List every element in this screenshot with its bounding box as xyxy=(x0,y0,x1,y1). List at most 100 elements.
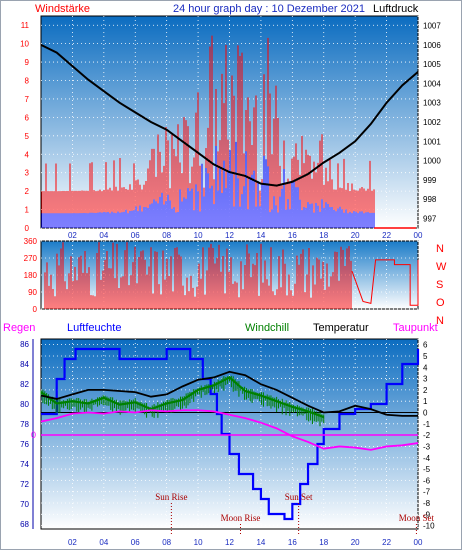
x-tick-panel3: 16 xyxy=(288,538,297,547)
x-tick-panel3: 12 xyxy=(225,538,234,547)
x-tick-panel1: 22 xyxy=(382,231,391,240)
pressure-y-tick: 999 xyxy=(423,176,437,185)
wind-bars xyxy=(41,35,416,229)
x-tick-panel3: 00 xyxy=(414,538,423,547)
pressure-y-tick: 1001 xyxy=(423,137,441,146)
pressure-y-tick: 1006 xyxy=(423,41,441,50)
humidity-y-tick: 68 xyxy=(20,520,29,529)
temp-y-tick: -9 xyxy=(423,510,431,519)
x-tick-panel1: 06 xyxy=(131,231,140,240)
temp-y-tick: -10 xyxy=(423,522,435,531)
legend-rain: Regen xyxy=(3,322,35,334)
astro-label: Moon Rise xyxy=(221,513,261,523)
temp-y-tick: -1 xyxy=(423,420,431,429)
dir-y-tick: 0 xyxy=(33,305,38,314)
legend-windchill: Windchill xyxy=(245,322,289,334)
x-tick-panel1: 12 xyxy=(225,231,234,240)
wind-y-tick: 1 xyxy=(25,206,30,215)
x-tick-panel3: 02 xyxy=(68,538,77,547)
wind-direction-tail xyxy=(351,259,419,306)
astro-label: Sun Set xyxy=(285,492,313,502)
temp-y-tick: -3 xyxy=(423,442,431,451)
x-tick-panel3: 14 xyxy=(256,538,265,547)
pressure-y-tick: 1007 xyxy=(423,22,441,31)
wind-y-tick: 10 xyxy=(20,40,29,49)
wind-y-tick: 0 xyxy=(25,224,30,233)
compass-label: O xyxy=(436,297,445,309)
wind-y-tick: 8 xyxy=(25,77,30,86)
chart-title: 24 hour graph day : 10 Dezember 2021 xyxy=(173,3,365,15)
pressure-line xyxy=(40,44,419,187)
astro-label: Sun Rise xyxy=(155,492,187,502)
axis-labels: 0123456789101199799899910001001100210031… xyxy=(20,21,447,547)
x-tick-panel1: 14 xyxy=(256,231,265,240)
temperature-line xyxy=(40,370,418,417)
humidity-y-tick: 86 xyxy=(20,340,29,349)
x-tick-panel1: 04 xyxy=(99,231,108,240)
dir-y-tick: 270 xyxy=(24,254,38,263)
temp-y-tick: -6 xyxy=(423,476,431,485)
temp-y-tick: -8 xyxy=(423,499,431,508)
temp-y-tick: -4 xyxy=(423,454,431,463)
dir-y-tick: 180 xyxy=(24,271,38,280)
pressure-y-tick: 1004 xyxy=(423,79,441,88)
x-tick-panel1: 16 xyxy=(288,231,297,240)
x-tick-panel1: 18 xyxy=(319,231,328,240)
wind-y-tick: 5 xyxy=(25,132,30,141)
data-series xyxy=(40,44,420,535)
humidity-y-tick: 72 xyxy=(20,480,29,489)
temp-y-tick: 0 xyxy=(423,409,428,418)
compass-label: N xyxy=(436,315,444,327)
x-tick-panel1: 20 xyxy=(351,231,360,240)
humidity-y-tick: 78 xyxy=(20,420,29,429)
wind-y-tick: 7 xyxy=(25,95,30,104)
legend-dewpoint: Taupunkt xyxy=(393,322,438,334)
x-tick-panel1: 08 xyxy=(162,231,171,240)
pressure-y-tick: 997 xyxy=(423,214,437,223)
rain-zero-label: 0 xyxy=(31,430,36,440)
wind-axis-title: Windstärke xyxy=(35,3,90,15)
compass-label: N xyxy=(436,243,444,255)
wind-y-tick: 3 xyxy=(25,169,30,178)
compass-label: W xyxy=(436,261,447,273)
wind-direction-bars xyxy=(44,242,419,309)
dir-y-tick: 360 xyxy=(24,237,38,246)
legend-temperature: Temperatur xyxy=(313,322,369,334)
x-tick-panel3: 20 xyxy=(351,538,360,547)
x-tick-panel3: 06 xyxy=(131,538,140,547)
temp-y-tick: 3 xyxy=(423,375,428,384)
humidity-y-tick: 80 xyxy=(20,400,29,409)
compass-label: S xyxy=(436,279,443,291)
humidity-line xyxy=(41,347,420,521)
wind-y-tick: 6 xyxy=(25,113,30,122)
temp-y-tick: 2 xyxy=(423,386,428,395)
x-tick-panel3: 22 xyxy=(382,538,391,547)
x-tick-panel3: 10 xyxy=(194,538,203,547)
temp-y-tick: -5 xyxy=(423,465,431,474)
temp-y-tick: 5 xyxy=(423,352,428,361)
wind-y-tick: 4 xyxy=(25,150,30,159)
temp-y-tick: 1 xyxy=(423,397,428,406)
humidity-y-tick: 84 xyxy=(20,360,29,369)
humidity-y-tick: 82 xyxy=(20,380,29,389)
wind-y-tick: 11 xyxy=(21,21,30,30)
temp-y-tick: 4 xyxy=(423,363,428,372)
x-tick-panel3: 08 xyxy=(162,538,171,547)
wind-y-tick: 2 xyxy=(25,187,30,196)
pressure-y-tick: 1005 xyxy=(423,60,441,69)
temp-y-tick: -7 xyxy=(423,488,431,497)
temp-y-tick: 6 xyxy=(423,341,428,350)
pressure-y-tick: 998 xyxy=(423,195,437,204)
wind-y-tick: 9 xyxy=(25,58,30,67)
humidity-y-tick: 76 xyxy=(20,440,29,449)
astro-label: Moon Set xyxy=(399,513,435,523)
x-tick-panel1: 10 xyxy=(194,231,203,240)
dir-y-tick: 90 xyxy=(28,288,37,297)
pressure-axis-title: Luftdruck xyxy=(373,3,419,15)
x-tick-panel3: 04 xyxy=(99,538,108,547)
pressure-y-tick: 1002 xyxy=(423,118,441,127)
pressure-y-tick: 1000 xyxy=(423,157,441,166)
humidity-y-tick: 74 xyxy=(20,460,29,469)
pressure-y-tick: 1003 xyxy=(423,99,441,108)
